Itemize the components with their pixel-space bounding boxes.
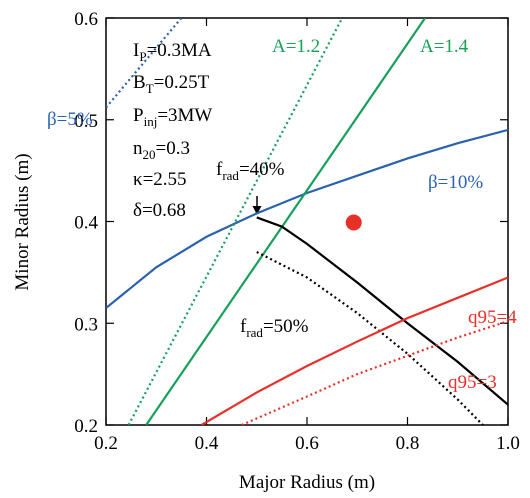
- annotation-subscript: inj: [144, 114, 158, 129]
- annotation-subscript: P: [139, 49, 146, 64]
- series-label: A=1.4: [420, 36, 469, 57]
- annotation-text: =0.25T: [154, 72, 210, 93]
- series-line: [106, 128, 508, 309]
- x-axis-title: Major Radius (m): [239, 472, 375, 493]
- series-label: q95=4: [468, 307, 517, 328]
- annotation: frad=40%: [216, 159, 285, 183]
- y-tick-label: 0.6: [74, 9, 98, 30]
- annotation-subscript: T: [146, 81, 154, 96]
- annotation-text: =50%: [263, 316, 309, 337]
- series-label: A=1.2: [272, 36, 320, 57]
- annotation-text: κ=2.55: [133, 169, 187, 190]
- annotation-text: =0.3: [156, 138, 190, 159]
- series-line: [145, 18, 426, 425]
- annotation-text: =40%: [239, 159, 285, 180]
- annotation-subscript: rad: [222, 168, 239, 183]
- annotation-subscript: 20: [143, 147, 156, 162]
- series-line: [256, 251, 484, 425]
- x-tick-label: 0.4: [195, 433, 219, 454]
- x-tick-label: 1.0: [496, 433, 520, 454]
- series-line: [200, 276, 508, 425]
- annotation: δ=0.68: [133, 200, 186, 221]
- y-tick-label: 0.4: [74, 213, 98, 234]
- y-tick-label: 0.5: [74, 111, 98, 132]
- y-axis-title: Minor Radius (m): [12, 153, 33, 290]
- annotation-text: I: [133, 40, 139, 61]
- series-label: β=10%: [428, 172, 483, 193]
- annotation-text: B: [133, 72, 146, 93]
- x-tick-label: 0.8: [396, 433, 420, 454]
- y-tick-label: 0.2: [74, 416, 98, 437]
- x-tick-label: 0.6: [295, 433, 319, 454]
- annotation-text: f: [216, 159, 223, 180]
- annotation-text: n: [133, 138, 143, 159]
- annotation-subscript: rad: [246, 325, 263, 340]
- series-line: [256, 216, 508, 406]
- data-point: [345, 214, 362, 231]
- annotation: κ=2.55: [133, 169, 187, 190]
- y-tick-label: 0.3: [74, 314, 98, 335]
- series-label: β=5%: [47, 109, 93, 130]
- annotation: BT=0.25T: [133, 72, 210, 96]
- annotation-text: =0.3MA: [147, 40, 212, 61]
- annotation: n20=0.3: [133, 138, 190, 162]
- series-line: [127, 18, 344, 425]
- annotation-text: δ=0.68: [133, 200, 186, 221]
- annotation: IP=0.3MA: [133, 40, 212, 64]
- annotation-text: P: [133, 105, 144, 126]
- annotation: frad=50%: [240, 316, 309, 340]
- series-label: q95=3: [448, 372, 497, 393]
- annotation: Pinj=3MW: [133, 105, 212, 129]
- annotation-text: f: [240, 316, 247, 337]
- plot-lines: [106, 18, 508, 425]
- x-tick-label: 0.2: [94, 433, 118, 454]
- annotation-text: =3MW: [157, 105, 212, 126]
